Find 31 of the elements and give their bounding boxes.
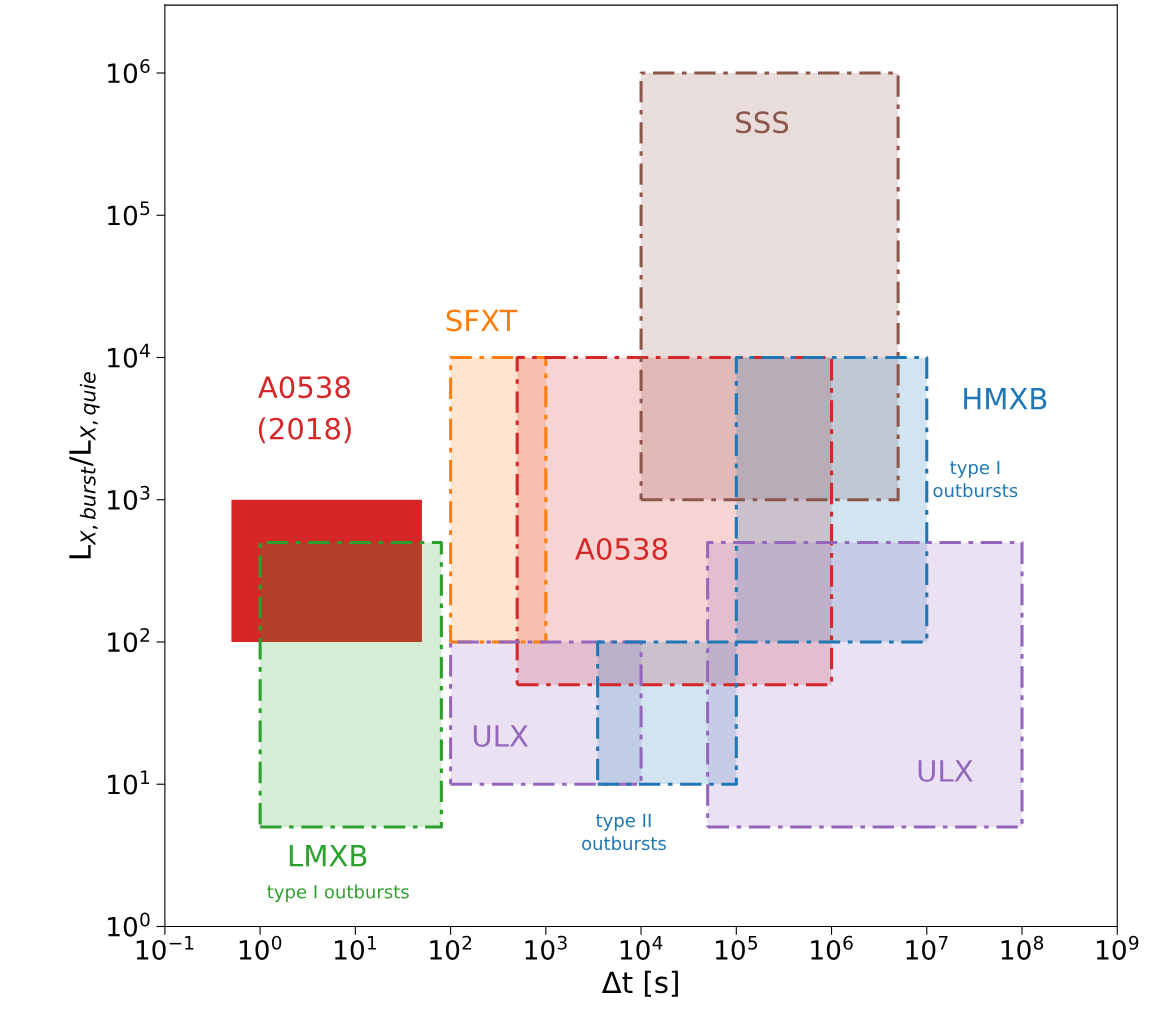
y-tick-label: 10$^{4}$ — [108, 343, 150, 368]
series-label: ULX — [918, 760, 973, 782]
x-tick-label: 10$^{−1}$ — [136, 935, 194, 960]
x-tick-label: 10$^{7}$ — [906, 935, 948, 960]
x-axis-title: Δt [s] — [601, 970, 678, 997]
x-tick-label: 10$^{2}$ — [430, 935, 472, 960]
series-label: A0538 — [575, 537, 668, 560]
y-tick-label: 10$^{1}$ — [108, 770, 150, 795]
series-label: ULX — [473, 725, 528, 747]
x-tick-label: 10$^{6}$ — [811, 935, 853, 960]
series-label: SSS — [736, 111, 789, 134]
x-tick-label: 10$^{3}$ — [525, 935, 567, 960]
y-tick-label: 10$^{6}$ — [108, 59, 150, 84]
annotation: type I outbursts — [267, 884, 409, 903]
x-tick-label: 10$^{5}$ — [715, 935, 758, 960]
x-tick-label: 10$^{1}$ — [335, 935, 377, 960]
series-label: LMXB — [289, 845, 367, 867]
y-axis-title: L$_{X,burst}$/L$_{X,quie}$ — [69, 372, 100, 559]
x-tick-label: 10$^{8}$ — [1001, 935, 1044, 960]
series-label: type II outbursts — [582, 813, 666, 851]
annotation: type I outbursts — [933, 460, 1018, 498]
series-label: A0538 (2018) — [258, 376, 351, 444]
x-tick-label: 10$^{9}$ — [1096, 935, 1139, 960]
x-tick-label: 10$^{4}$ — [620, 935, 663, 960]
y-tick-label: 10$^{2}$ — [108, 628, 149, 653]
y-tick-label: 10$^{0}$ — [108, 912, 150, 937]
y-tick-label: 10$^{3}$ — [108, 485, 150, 510]
y-tick-label: 10$^{5}$ — [108, 201, 150, 226]
series-label: HMXB — [964, 388, 1047, 410]
x-tick-label: 10$^{0}$ — [239, 935, 282, 960]
series-label: SFXT — [446, 309, 518, 332]
